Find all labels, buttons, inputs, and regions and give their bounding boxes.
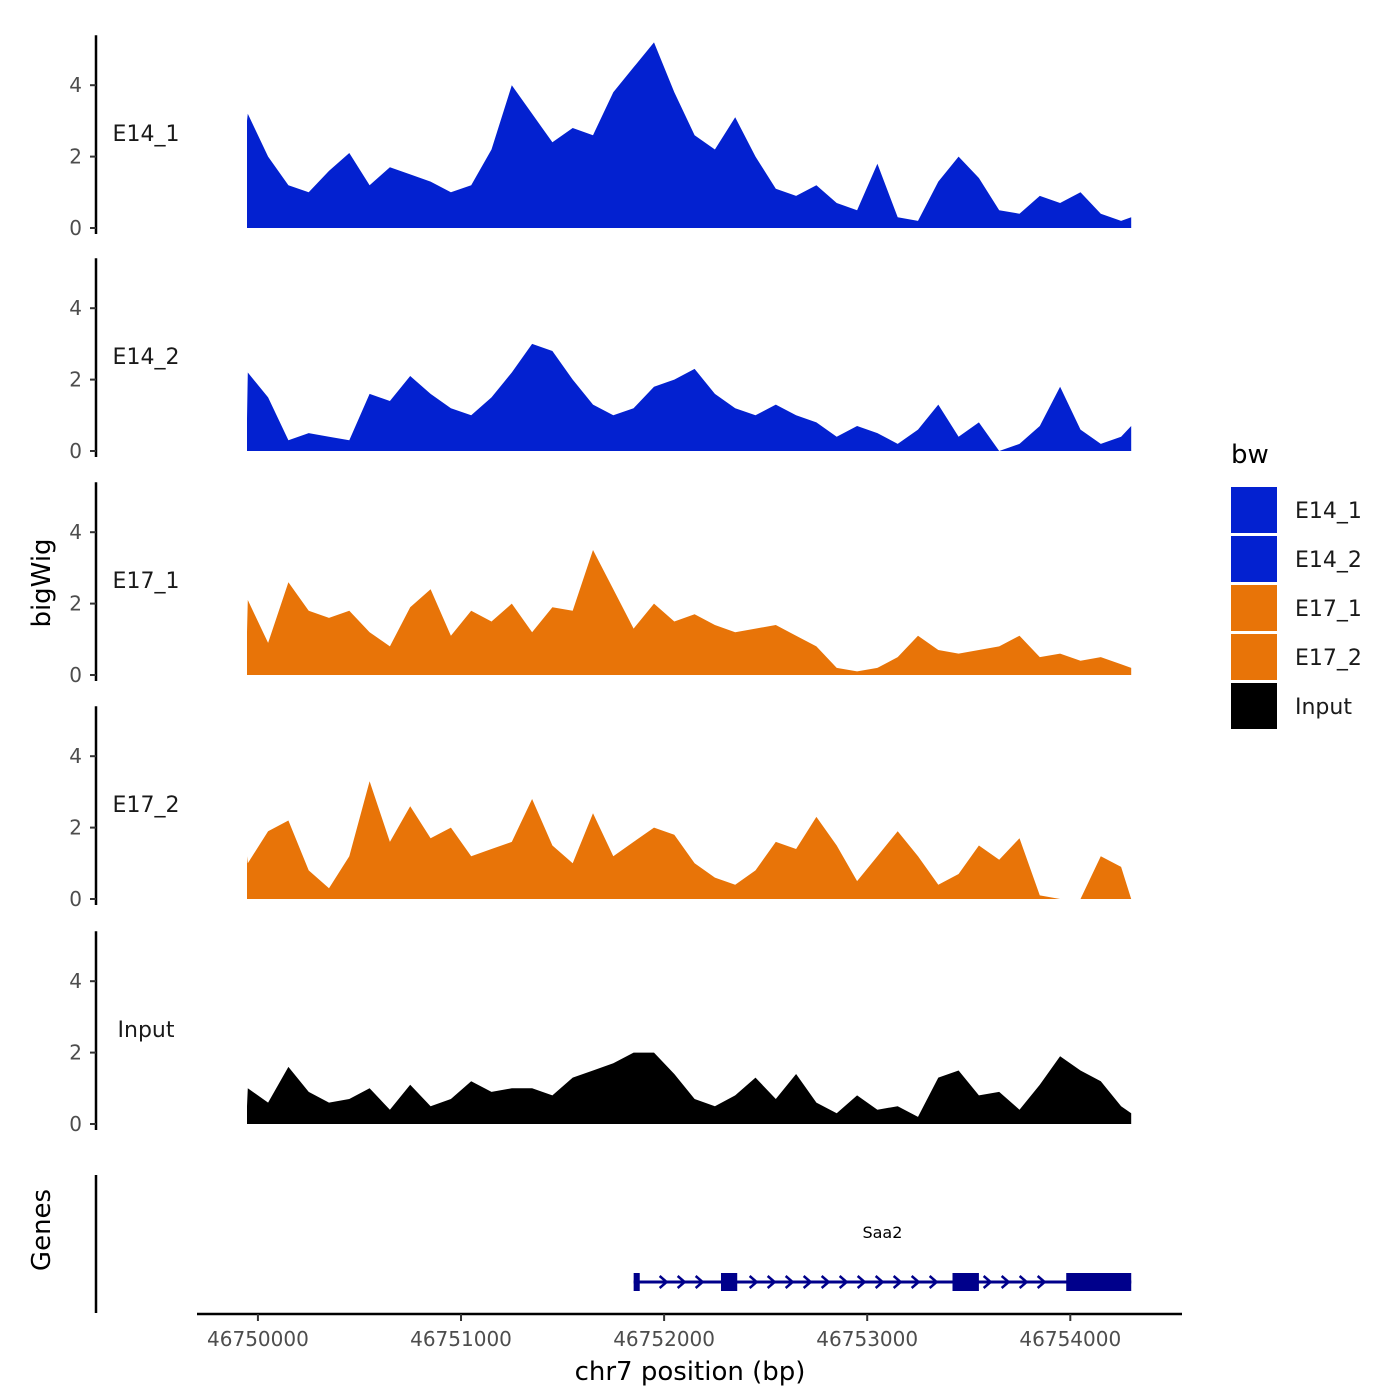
y-tick-label: 4 [69, 969, 82, 993]
strand-arrow [766, 1275, 777, 1289]
gene-name-label: Saa2 [862, 1223, 902, 1242]
track-label: E14_2 [113, 345, 180, 370]
y-tick-label: 4 [69, 520, 82, 544]
signal-area-Input [247, 1052, 1132, 1124]
x-tick-label: 46751000 [410, 1327, 512, 1351]
strand-arrow [928, 1275, 939, 1289]
legend-swatch-E17_1 [1231, 585, 1277, 631]
gene-track: Saa2 [94, 1175, 1132, 1313]
legend-label-Input: Input [1295, 695, 1352, 720]
exon [633, 1273, 640, 1291]
y-tick-label: 2 [69, 368, 82, 392]
strand-arrow [874, 1275, 885, 1289]
legend-title: bw [1231, 440, 1269, 470]
track-label: E17_1 [113, 569, 180, 594]
legend-label-E14_2: E14_2 [1295, 548, 1362, 573]
y-tick-label: 2 [69, 592, 82, 616]
signal-area-E17_1 [247, 550, 1132, 675]
y-tick-label: 4 [69, 744, 82, 768]
strand-arrow [910, 1275, 921, 1289]
exon [1066, 1273, 1132, 1291]
x-tick-label: 46750000 [207, 1327, 309, 1351]
y-tick-label: 2 [69, 816, 82, 840]
strand-arrow [658, 1275, 669, 1289]
legend-label-E14_1: E14_1 [1295, 499, 1362, 524]
strand-arrow [892, 1275, 903, 1289]
track-E17_2: 0 2 4 E17_2 [69, 706, 1132, 911]
strand-arrow [694, 1275, 705, 1289]
legend-label-E17_1: E17_1 [1295, 597, 1362, 622]
track-E17_1: 0 2 4 E17_1 [69, 482, 1132, 687]
x-tick-label: 46752000 [613, 1327, 715, 1351]
strand-arrow [982, 1275, 993, 1289]
strand-arrow [820, 1275, 831, 1289]
track-E14_2: 0 2 4 E14_2 [69, 258, 1132, 463]
strand-arrow [1036, 1275, 1047, 1289]
y-tick-label: 4 [69, 296, 82, 320]
legend-swatch-Input [1231, 683, 1277, 729]
track-label: Input [118, 1018, 175, 1043]
legend-swatch-E14_1 [1231, 487, 1277, 533]
exon [952, 1273, 979, 1291]
track-panels: 0 2 4 E14_1 0 2 4 E14_2 0 2 4 E17_1 0 2 4 E17_2 0 2 4 Input [69, 35, 1132, 1136]
track-Input: 0 2 4 Input [69, 931, 1132, 1136]
signal-area-E14_1 [247, 42, 1132, 229]
legend-swatch-E17_2 [1231, 634, 1277, 680]
signal-area-E17_2 [247, 781, 1132, 899]
track-label: E14_1 [113, 122, 180, 147]
track-E14_1: 0 2 4 E14_1 [69, 35, 1132, 240]
strand-arrow [838, 1275, 849, 1289]
y-tick-label: 2 [69, 1041, 82, 1065]
genes-axis-title: Genes [27, 1189, 57, 1271]
y-tick-label: 0 [69, 1112, 82, 1136]
strand-arrow [676, 1275, 687, 1289]
y-tick-label: 0 [69, 663, 82, 687]
x-axis: 46750000 46751000 46752000 46753000 46754000 [197, 1312, 1182, 1351]
exon [720, 1273, 738, 1291]
y-tick-label: 2 [69, 145, 82, 169]
strand-arrow [748, 1275, 759, 1289]
gene-Saa2: Saa2 [633, 1223, 1132, 1291]
x-tick-label: 46754000 [1019, 1327, 1121, 1351]
y-tick-label: 4 [69, 73, 82, 97]
y-tick-label: 0 [69, 439, 82, 463]
y-tick-label: 0 [69, 887, 82, 911]
strand-arrow [1018, 1275, 1029, 1289]
legend-swatch-E14_2 [1231, 536, 1277, 582]
x-tick-label: 46753000 [816, 1327, 918, 1351]
y-tick-label: 0 [69, 216, 82, 240]
track-label: E17_2 [113, 793, 180, 818]
strand-arrow [856, 1275, 867, 1289]
strand-arrow [784, 1275, 795, 1289]
y-axis-title: bigWig [27, 538, 57, 627]
legend: bw E14_1 E14_2 E17_1 E17_2 Input [1231, 440, 1362, 729]
x-axis-title: chr7 position (bp) [575, 1357, 806, 1387]
legend-label-E17_2: E17_2 [1295, 646, 1362, 671]
strand-arrow [1000, 1275, 1011, 1289]
strand-arrow [802, 1275, 813, 1289]
signal-area-E14_2 [247, 343, 1132, 451]
